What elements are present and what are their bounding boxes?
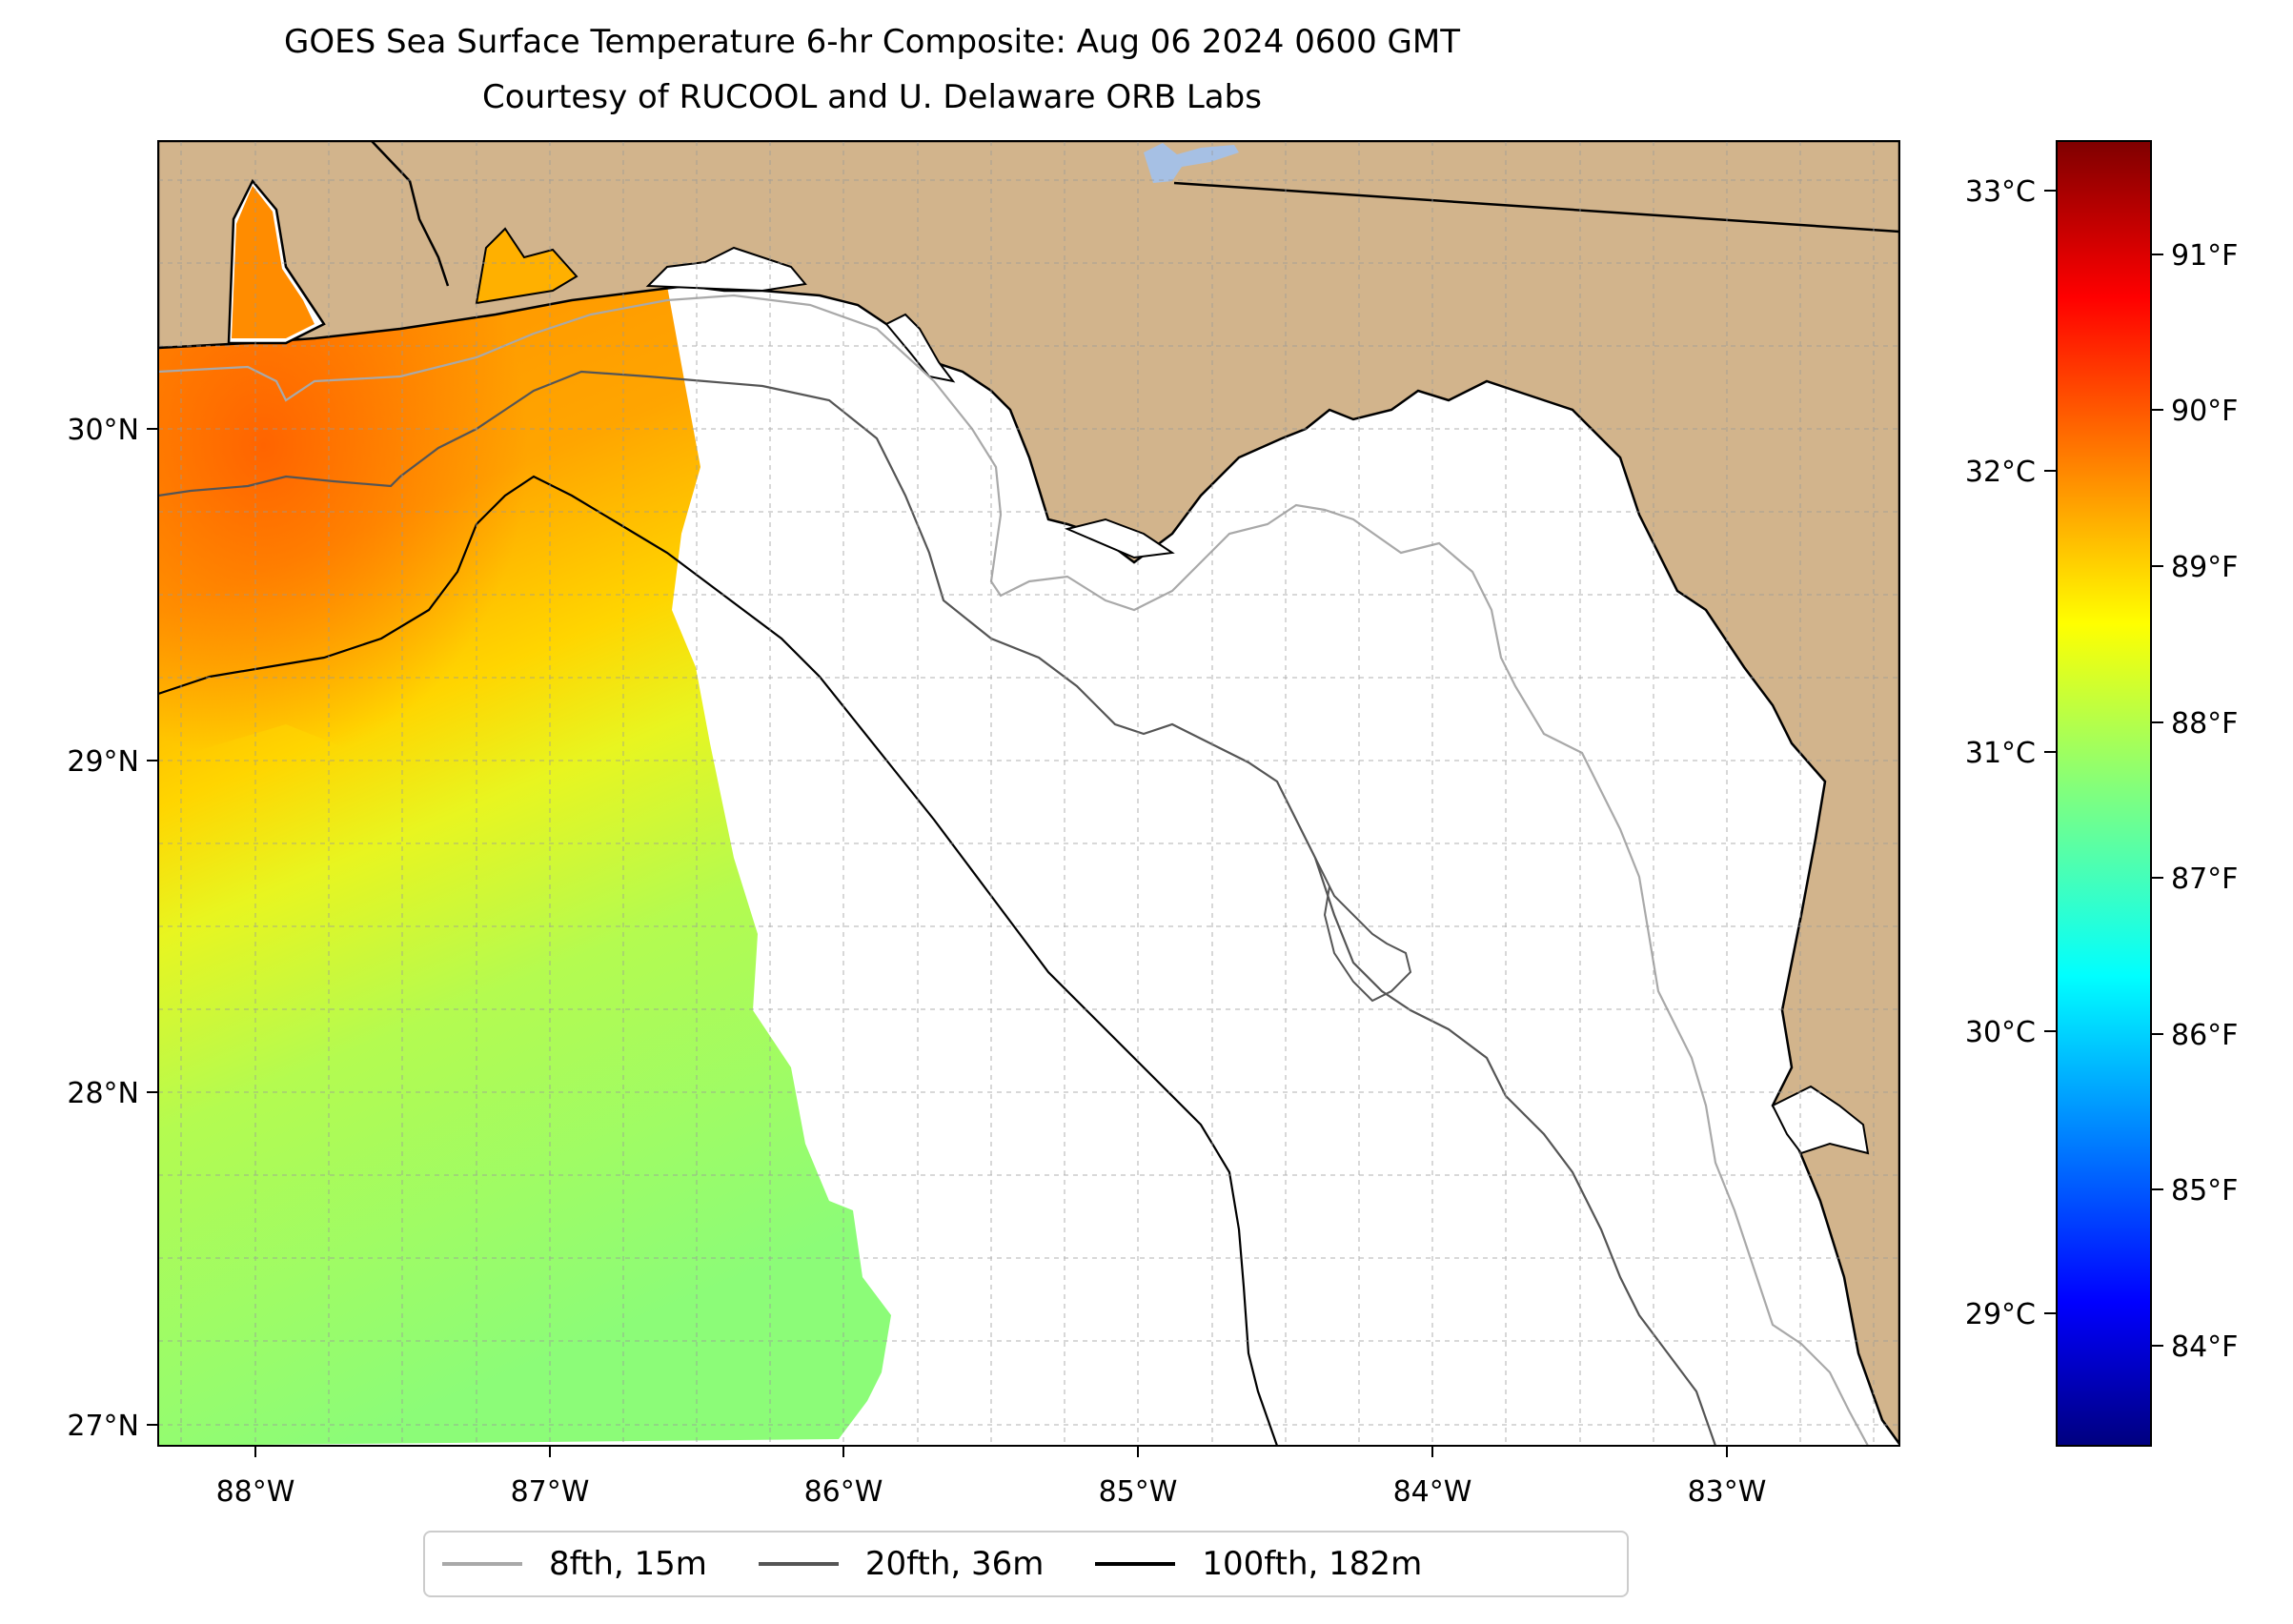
- colorbar-f-90: 90°F: [2171, 395, 2238, 428]
- legend-swatch-100fth: [1095, 1562, 1176, 1566]
- contour-100fth: [158, 475, 1279, 1446]
- colorbar-f-88: 88°F: [2171, 707, 2238, 741]
- chart-subtitle: Courtesy of RUCOOL and U. Delaware ORB L…: [482, 78, 1262, 116]
- st-andrews-bay: [884, 313, 956, 383]
- legend-item-20fth: 20fth, 36m: [758, 1545, 1045, 1583]
- colorbar: [2056, 140, 2152, 1447]
- legend-label-8fth: 8fth, 15m: [549, 1545, 707, 1583]
- lake: [1144, 143, 1239, 183]
- lon-tick-88: 88°W: [216, 1475, 295, 1509]
- choctawhatchee-bay: [645, 246, 807, 293]
- state-boundary-al: [371, 141, 450, 287]
- legend-label-20fth: 20fth, 36m: [864, 1545, 1045, 1583]
- colorbar-f-85: 85°F: [2171, 1174, 2238, 1208]
- contour-20fth: [158, 370, 1717, 1446]
- lat-tick-29: 29°N: [67, 745, 139, 779]
- state-boundary: [1173, 181, 1899, 233]
- colorbar-f-91: 91°F: [2171, 239, 2238, 273]
- lon-tick-86: 86°W: [804, 1475, 883, 1509]
- lon-tick-87: 87°W: [511, 1475, 590, 1509]
- colorbar-f-89: 89°F: [2171, 551, 2238, 584]
- colorbar-c-32: 32°C: [1965, 456, 2036, 489]
- colorbar-c-33: 33°C: [1965, 175, 2036, 209]
- colorbar-f-86: 86°F: [2171, 1019, 2238, 1052]
- pensacola-bay: [475, 227, 578, 305]
- lat-tick-30: 30°N: [67, 414, 139, 447]
- colorbar-c-30: 30°C: [1965, 1016, 2036, 1049]
- lon-tick-84: 84°W: [1393, 1475, 1472, 1509]
- legend-item-8fth: 8fth, 15m: [442, 1545, 707, 1583]
- legend: 8fth, 15m 20fth, 36m 100fth, 182m: [423, 1531, 1629, 1597]
- lat-tick-28: 28°N: [67, 1077, 139, 1110]
- legend-item-100fth: 100fth, 182m: [1095, 1545, 1422, 1583]
- lat-tick-27: 27°N: [67, 1410, 139, 1443]
- colorbar-c-31: 31°C: [1965, 737, 2036, 770]
- map-frame: [157, 140, 1900, 1447]
- colorbar-ticks: [2044, 190, 2163, 1347]
- legend-swatch-20fth: [758, 1562, 839, 1566]
- mobile-bay-water: [232, 186, 315, 338]
- gridlines: [158, 141, 1899, 1446]
- colorbar-f-84: 84°F: [2171, 1330, 2238, 1364]
- contour-8fth: [158, 294, 1869, 1446]
- lon-tick-85: 85°W: [1099, 1475, 1178, 1509]
- apalachicola-bay: [1064, 518, 1175, 559]
- chart-title: GOES Sea Surface Temperature 6-hr Compos…: [284, 23, 1460, 61]
- colorbar-f-87: 87°F: [2171, 863, 2238, 896]
- lon-tick-83: 83°W: [1688, 1475, 1767, 1509]
- colorbar-c-29: 29°C: [1965, 1298, 2036, 1331]
- legend-swatch-8fth: [442, 1562, 522, 1566]
- axis-ticks: [147, 428, 1728, 1457]
- contour-20fth-islands: [1314, 857, 1412, 1003]
- tampa-bay: [1771, 1085, 1870, 1155]
- legend-label-100fth: 100fth, 182m: [1202, 1545, 1423, 1583]
